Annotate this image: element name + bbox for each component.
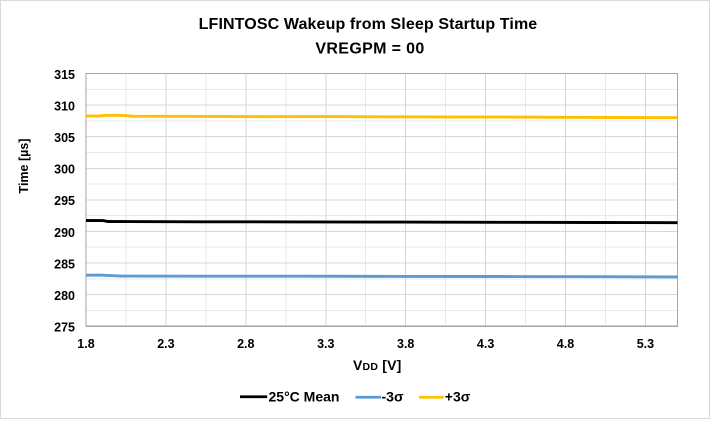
svg-text:+3σ: +3σ <box>445 389 471 405</box>
svg-text:275: 275 <box>54 321 75 335</box>
svg-text:4.8: 4.8 <box>557 337 574 351</box>
svg-text:1.8: 1.8 <box>77 337 94 351</box>
svg-text:2.8: 2.8 <box>237 337 254 351</box>
svg-text:3.3: 3.3 <box>317 337 334 351</box>
svg-text:305: 305 <box>54 131 75 145</box>
svg-text:LFINTOSC Wakeup from Sleep Sta: LFINTOSC Wakeup from Sleep Startup Time <box>199 16 538 33</box>
svg-text:VREGPM = 00: VREGPM = 00 <box>315 41 424 58</box>
svg-text:290: 290 <box>54 226 75 240</box>
svg-text:285: 285 <box>54 257 75 271</box>
svg-text:315: 315 <box>54 68 75 82</box>
svg-text:310: 310 <box>54 100 75 114</box>
svg-text:5.3: 5.3 <box>637 337 654 351</box>
svg-text:25°C Mean: 25°C Mean <box>269 389 340 405</box>
svg-text:3.8: 3.8 <box>397 337 414 351</box>
svg-text:Time [µs]: Time [µs] <box>17 139 31 194</box>
svg-text:300: 300 <box>54 163 75 177</box>
svg-text:280: 280 <box>54 289 75 303</box>
svg-text:295: 295 <box>54 194 75 208</box>
svg-text:-3σ: -3σ <box>382 389 404 405</box>
svg-text:VDD [V]: VDD [V] <box>353 357 401 373</box>
svg-text:2.3: 2.3 <box>157 337 174 351</box>
svg-text:4.3: 4.3 <box>477 337 494 351</box>
